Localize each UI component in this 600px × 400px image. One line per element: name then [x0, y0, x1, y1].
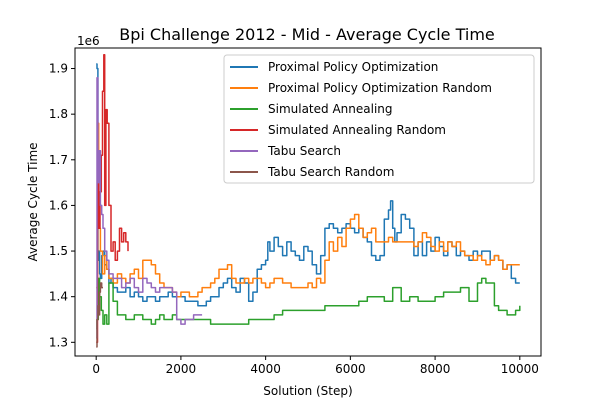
y-axis-ticks: 1.3 1.4 1.5 1.6 1.7 1.8 1.9 — [49, 62, 75, 349]
x-tick-label: 4000 — [250, 362, 281, 376]
series-line-4 — [96, 76, 203, 339]
legend-box — [223, 54, 535, 184]
legend-label-2: Simulated Annealing — [268, 102, 393, 116]
plot-lines — [96, 54, 521, 348]
legend-label-1: Proximal Policy Optimization Random — [268, 81, 492, 95]
series-line-5 — [96, 282, 103, 348]
legend: Proximal Policy Optimization Proximal Pol… — [223, 54, 535, 184]
y-tick-label: 1.5 — [49, 244, 68, 258]
x-tick-label: 2000 — [166, 362, 197, 376]
series-line-1 — [96, 122, 520, 298]
y-tick-label: 1.4 — [49, 290, 68, 304]
x-tick-label: 10000 — [501, 362, 539, 376]
series-line-2 — [96, 277, 521, 330]
legend-label-3: Simulated Annealing Random — [268, 123, 446, 137]
x-axis-label: Solution (Step) — [263, 384, 352, 398]
legend-label-0: Proximal Policy Optimization — [268, 60, 438, 74]
y-tick-label: 1.7 — [49, 153, 68, 167]
x-axis-ticks: 0 2000 4000 6000 8000 10000 — [92, 356, 539, 376]
x-tick-label: 6000 — [335, 362, 366, 376]
y-offset-label: 1e6 — [77, 34, 100, 48]
x-tick-label: 8000 — [420, 362, 451, 376]
y-axis-label: Average Cycle Time — [26, 142, 40, 261]
y-tick-label: 1.6 — [49, 198, 68, 212]
y-tick-label: 1.3 — [49, 335, 68, 349]
legend-label-5: Tabu Search Random — [267, 165, 394, 179]
chart-title: Bpi Challenge 2012 - Mid - Average Cycle… — [119, 25, 495, 44]
y-tick-label: 1.9 — [49, 62, 68, 76]
x-tick-label: 0 — [92, 362, 100, 376]
y-tick-label: 1.8 — [49, 107, 68, 121]
plot-frame — [74, 47, 542, 357]
legend-label-4: Tabu Search — [267, 144, 341, 158]
